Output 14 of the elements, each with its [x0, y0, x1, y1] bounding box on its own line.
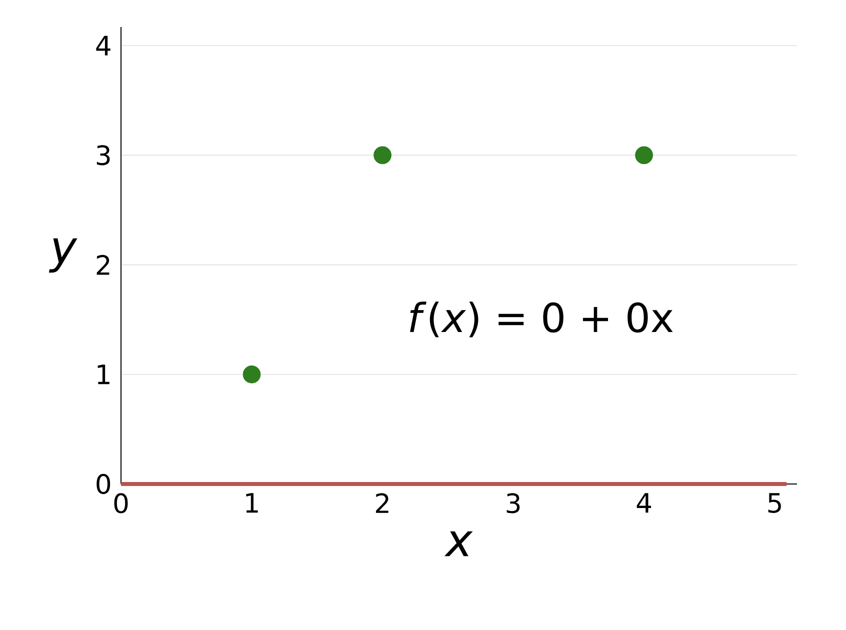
- y-tick-label: 2: [96, 254, 110, 275]
- y-tick-label: 3: [96, 145, 110, 166]
- x-tick-label: 2: [376, 493, 388, 513]
- y-tick-label: 0: [96, 474, 110, 494]
- x-tick-label: 4: [636, 493, 652, 513]
- y-axis-title: y: [48, 238, 78, 273]
- y-tick-label: 4: [96, 36, 110, 56]
- y-tick-label: 1: [98, 364, 110, 384]
- x-tick-label: 5: [768, 493, 781, 513]
- annotation: f(x) = 0 + 0x: [410, 302, 673, 338]
- x-tick-label: 1: [246, 493, 258, 513]
- x-tick-label: 3: [506, 493, 520, 514]
- x-axis-title: x: [444, 531, 473, 556]
- x-tick-label: 0: [114, 493, 128, 514]
